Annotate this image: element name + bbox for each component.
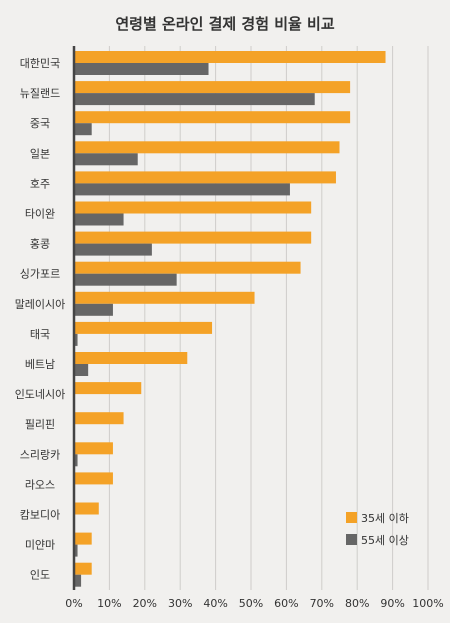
x-tick-label: 40% (203, 597, 227, 610)
bar (74, 63, 209, 75)
bar (74, 81, 351, 94)
bar (74, 213, 124, 226)
gridlines (108, 46, 429, 590)
x-tick-label: 50% (239, 597, 263, 610)
bar (74, 532, 92, 545)
x-tick-label: 90% (380, 597, 404, 610)
bar (74, 412, 124, 425)
bar (74, 544, 78, 557)
legend-swatch (346, 512, 357, 523)
bar (74, 183, 290, 196)
bar (74, 454, 78, 467)
category-label: 홍콩 (30, 237, 50, 251)
bar (74, 51, 386, 63)
category-label: 말레이시아 (15, 298, 66, 311)
bar (74, 382, 142, 395)
bar (74, 171, 336, 184)
x-tick-label: 30% (168, 597, 192, 610)
category-label: 호주 (30, 177, 50, 190)
category-label: 베트남 (25, 358, 55, 371)
x-tick-label: 0% (65, 597, 82, 610)
bar (74, 364, 89, 376)
category-label: 뉴질랜드 (20, 87, 60, 100)
legend-label: 55세 이상 (361, 534, 409, 547)
x-tick-label: 80% (345, 597, 369, 610)
x-tick-labels: 0% 10% 20% 30% 40% 50% 60% 70% 80% 90% 100% (65, 597, 443, 610)
category-label: 대한민국 (20, 57, 60, 70)
category-label: 타이완 (25, 208, 55, 221)
category-label: 미얀마 (25, 538, 55, 552)
bar (74, 93, 315, 106)
bar (74, 574, 82, 587)
bar (74, 562, 92, 575)
bar (74, 231, 312, 244)
bar (74, 321, 213, 334)
bar (74, 261, 301, 274)
category-label: 캄보디아 (20, 509, 60, 522)
category-label: 인도 (30, 569, 50, 582)
category-label: 태국 (30, 328, 50, 341)
x-tick-label: 10% (97, 597, 121, 610)
bar (74, 303, 113, 316)
bar (74, 111, 351, 124)
bar (74, 472, 113, 485)
category-label: 라오스 (25, 478, 55, 491)
x-tick-label: 100% (412, 597, 443, 610)
legend-label: 35세 이하 (361, 511, 409, 525)
category-label: 싱가포르 (20, 268, 60, 281)
bar (74, 291, 255, 304)
chart-title: 연령별 온라인 결제 경험 비율 비교 (115, 15, 335, 33)
bar (74, 141, 340, 154)
x-tick-label: 20% (133, 597, 157, 610)
bar (74, 123, 92, 136)
category-label: 일본 (30, 146, 50, 160)
bar (74, 352, 188, 364)
bar (74, 333, 78, 346)
bar (74, 201, 312, 214)
bar (74, 243, 152, 256)
bar (74, 273, 177, 286)
category-label: 필리핀 (25, 418, 55, 431)
category-labels: 대한민국뉴질랜드중국일본호주타이완홍콩싱가포르말레이시아태국베트남인도네시아필리… (15, 57, 66, 582)
bar (74, 442, 113, 455)
bars (74, 51, 386, 587)
x-tick-label: 60% (274, 597, 298, 610)
bar (74, 502, 99, 515)
legend-swatch (346, 534, 357, 545)
category-label: 스리랑카 (20, 448, 60, 461)
bar (74, 153, 138, 166)
category-label: 중국 (30, 117, 50, 130)
x-tick-label: 70% (310, 597, 334, 610)
category-label: 인도네시아 (15, 388, 66, 401)
legend: 35세 이하 55세 이상 (346, 511, 409, 547)
